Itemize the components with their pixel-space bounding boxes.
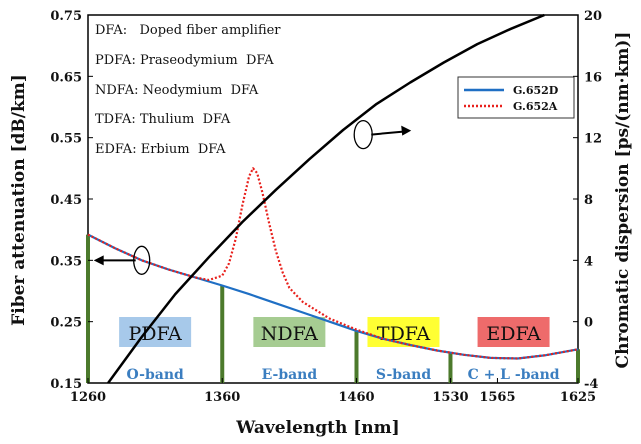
y-left-tick-label-3: 0.45 [50,193,82,208]
x-tick-label-1: 1360 [204,390,240,405]
y-right-tick-label-3: 8 [584,193,593,208]
y-left-tick-label-2: 0.35 [50,254,82,269]
band-name-3: C + L -band [468,367,560,383]
y-right-tick-label-5: 16 [584,70,602,85]
y-left-tick-label-1: 0.25 [50,316,82,331]
band-name-1: E-band [262,367,318,383]
left-axis-pointer-arrowhead [93,255,104,266]
y-right-tick-label-4: 12 [584,132,602,147]
y-left-tick-label-6: 0.75 [50,9,82,24]
amplifier-box-pdfa [119,317,192,347]
y-axis-left-label: Fiber attenuation [dB/km] [9,74,29,326]
y-left-tick-label-4: 0.55 [50,132,82,147]
amplifier-box-ndfa [253,317,326,347]
x-tick-label-0: 1260 [70,390,106,405]
legend-label-g652d: G.652D [513,84,559,97]
y-right-tick-label-6: 20 [584,9,602,24]
y-right-tick-label-2: 4 [584,254,593,269]
series-line-0 [87,233,579,360]
legend-label-g652a: G.652A [513,100,558,113]
x-tick-label-4: 1565 [479,390,515,405]
series-line-1 [87,167,579,360]
x-tick-label-3: 1530 [432,390,468,405]
right-axis-pointer-arrowhead [401,125,412,136]
y-right-tick-label-0: -4 [584,377,598,392]
legend-box [457,76,575,119]
band-name-0: O-band [126,367,184,383]
series-line-2 [107,13,545,384]
annotation-pdfa: PDFA: Praseodymium DFA [95,53,274,68]
annotation-dfa: DFA: Doped fiber amplifier [95,23,281,38]
legend: G.652D G.652A [457,76,575,119]
amplifier-box-edfa [477,317,550,347]
amplifier-label-pdfa: PDFA [128,323,182,345]
annotation-ndfa: NDFA: Neodymium DFA [95,83,259,98]
x-tick-label-5: 1625 [560,390,596,405]
x-axis-label: Wavelength [nm] [235,418,399,438]
annotation-block: DFA: Doped fiber amplifier PDFA: Praseod… [95,23,281,157]
y-right-tick-label-1: 0 [584,316,593,331]
right-axis-pointer-line [371,130,404,136]
annotation-edfa: EDFA: Erbium DFA [95,142,226,157]
series-lines [87,13,579,384]
amplifier-label-edfa: EDFA [486,323,541,345]
y-left-tick-label-5: 0.65 [50,70,82,85]
amplifier-box-tdfa [367,317,440,347]
band-name-2: S-band [376,367,431,383]
band-boundaries [86,234,580,383]
y-axis-right-label: Chromatic dispersion [ps/(nm·km)] [613,32,633,369]
x-tick-label-2: 1460 [338,390,374,405]
annotation-tdfa: TDFA: Thulium DFA [95,112,231,127]
amplifier-label-tdfa: TDFA [377,323,430,345]
band-names: O-band E-band S-band C + L -band [126,367,559,383]
axis-pointers [93,119,412,275]
amplifier-label-ndfa: NDFA [261,323,318,345]
axis-ticks: 1260 1360 1460 1530 1565 1625 0.15 0.25 0.35 0.45… [50,9,602,405]
y-left-tick-label-0: 0.15 [50,377,82,392]
